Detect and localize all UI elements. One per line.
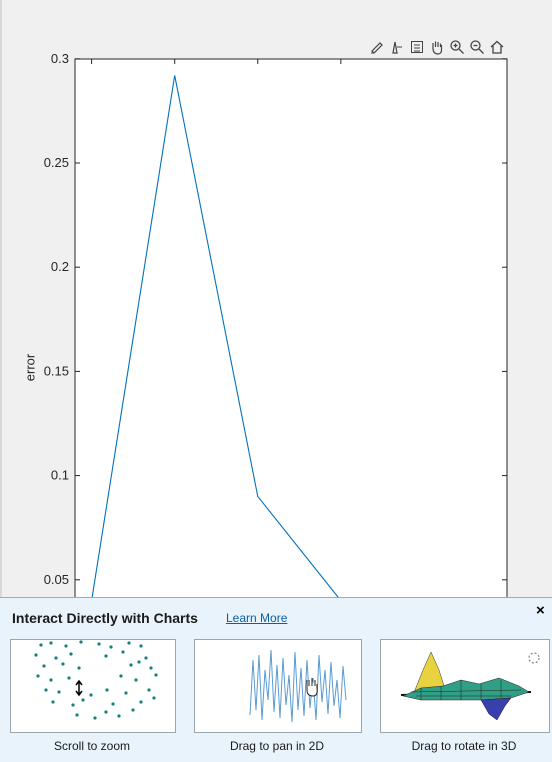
y-tick-label: 0.05 <box>44 572 69 587</box>
tip-title: Interact Directly with Charts <box>12 610 198 626</box>
zoom-in-icon[interactable] <box>448 38 466 56</box>
y-tick-label: 0.3 <box>51 51 69 66</box>
y-tick-label: 0.25 <box>44 155 69 170</box>
scatter-preview <box>11 640 175 732</box>
data-cursor-icon[interactable] <box>388 38 406 56</box>
close-icon[interactable]: × <box>536 602 545 619</box>
drag-to-rotate-card <box>380 639 550 733</box>
brush-icon[interactable] <box>368 38 386 56</box>
surface-valley <box>481 698 511 720</box>
legend-icon[interactable] <box>408 38 426 56</box>
y-tick-label: 0.2 <box>51 259 69 274</box>
zoom-cursor-icon <box>76 681 82 695</box>
pan-hand-icon[interactable] <box>428 38 446 56</box>
scatter-dots <box>34 640 157 719</box>
card-caption-zoom: Scroll to zoom <box>10 739 174 753</box>
hand-cursor-icon <box>307 678 317 696</box>
axes-background <box>75 59 507 619</box>
home-icon[interactable] <box>488 38 506 56</box>
y-tick-label: 0.15 <box>44 363 69 378</box>
y-axis-label: error <box>23 348 38 388</box>
signal-preview <box>195 640 361 732</box>
scroll-to-zoom-card <box>10 639 176 733</box>
interact-tip-panel: Interact Directly with Charts Learn More… <box>0 597 552 762</box>
surface-preview <box>381 640 549 732</box>
y-tick-label: 0.1 <box>51 468 69 483</box>
zoom-out-icon[interactable] <box>468 38 486 56</box>
drag-to-pan-card <box>194 639 362 733</box>
loading-spinner-icon <box>529 653 539 663</box>
axes-toolbar <box>368 38 506 56</box>
learn-more-link[interactable]: Learn More <box>226 611 287 625</box>
signal-line <box>250 650 346 722</box>
card-caption-pan: Drag to pan in 2D <box>194 739 360 753</box>
card-caption-rotate: Drag to rotate in 3D <box>380 739 548 753</box>
